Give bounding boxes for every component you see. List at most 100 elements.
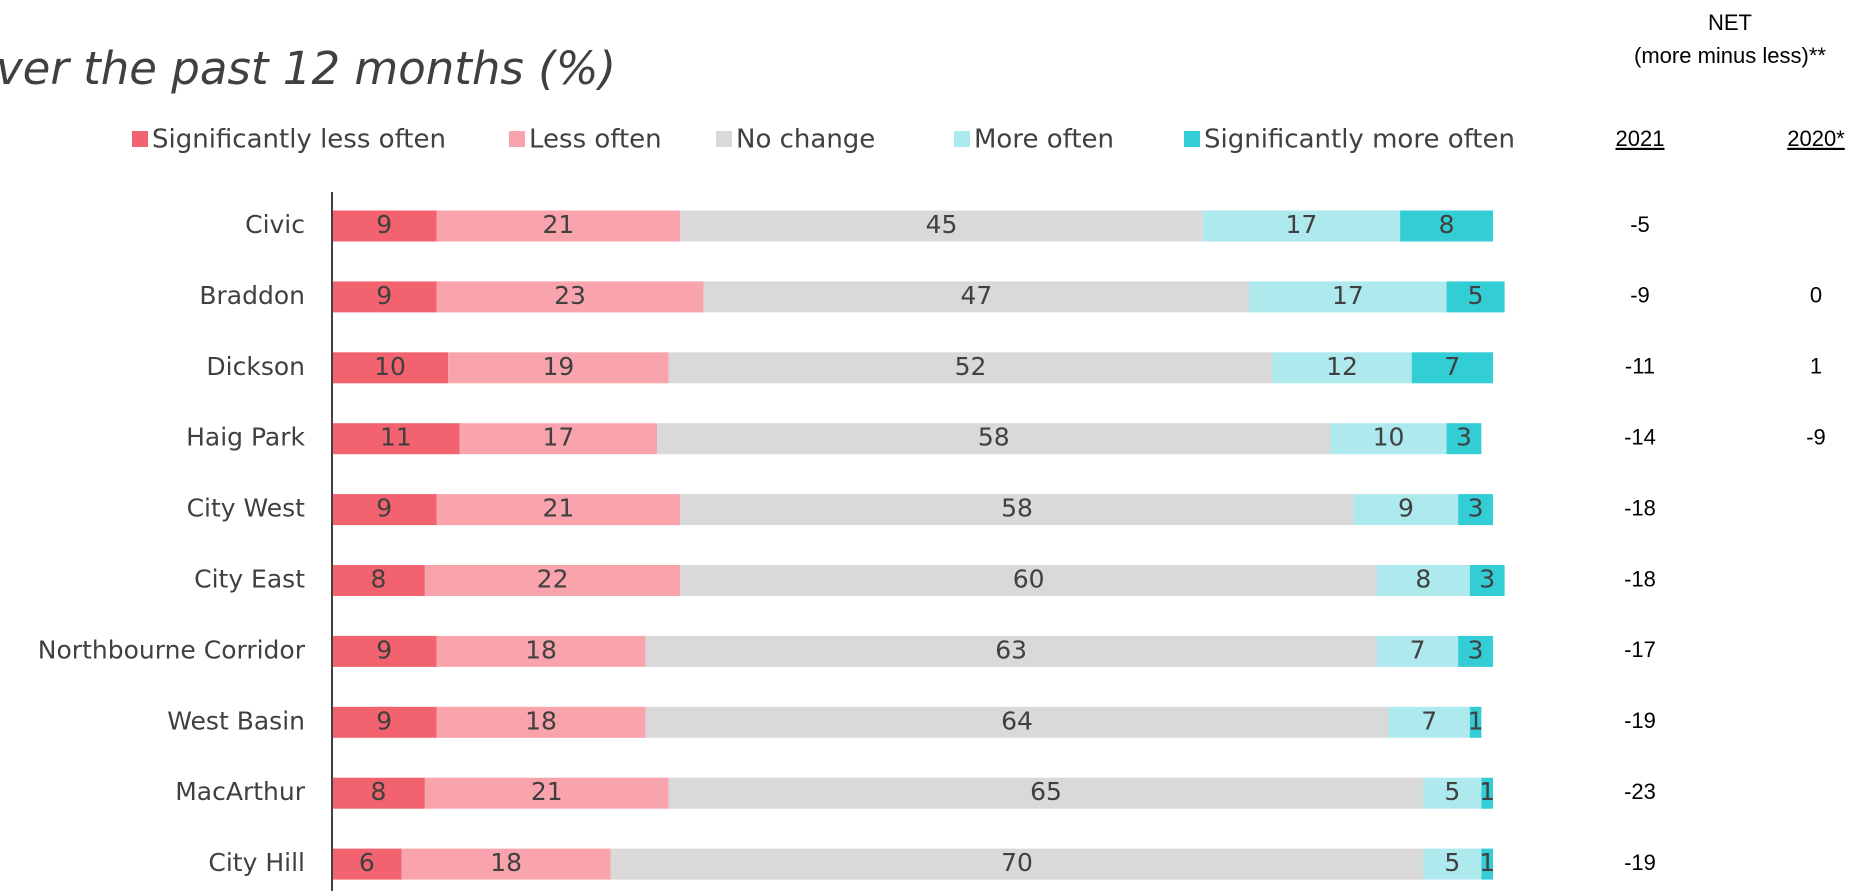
bar-segment xyxy=(645,706,1389,738)
bar-segment xyxy=(332,494,437,526)
net-value: -19 xyxy=(1624,850,1656,875)
bar-segment xyxy=(436,494,681,526)
category-label: City East xyxy=(194,565,305,594)
bar-segment xyxy=(332,210,437,242)
legend-swatch xyxy=(954,131,970,147)
net-value: 0 xyxy=(1810,283,1822,308)
bar-segment xyxy=(436,635,646,667)
bar-segment xyxy=(1249,281,1447,313)
category-label: MacArthur xyxy=(175,777,306,806)
bar-segment xyxy=(1423,777,1482,809)
bar-segment xyxy=(680,565,1377,596)
net-column-header: 2021 xyxy=(1616,126,1665,151)
data-label: 18 xyxy=(525,706,557,735)
data-label: 9 xyxy=(1398,494,1414,523)
bar-segment xyxy=(1400,210,1493,242)
data-label: 11 xyxy=(380,423,412,452)
bar-segment xyxy=(401,848,611,880)
bar-segment xyxy=(1469,706,1482,738)
data-label: 1 xyxy=(1468,706,1484,735)
legend-label: More often xyxy=(974,125,1114,155)
legend-label: No change xyxy=(736,125,875,155)
data-label: 47 xyxy=(960,281,992,310)
bar-segment xyxy=(645,635,1377,667)
bar-segment xyxy=(703,281,1250,313)
bar-segment xyxy=(1330,423,1447,455)
net-value: -17 xyxy=(1624,637,1656,662)
bar-segment xyxy=(680,494,1354,526)
data-label: 9 xyxy=(376,635,392,664)
data-label: 23 xyxy=(554,281,586,310)
net-title: NET xyxy=(1708,10,1752,35)
net-value: -5 xyxy=(1630,212,1650,237)
data-label: 9 xyxy=(376,210,392,239)
net-value: -23 xyxy=(1624,779,1656,804)
data-label: 22 xyxy=(537,565,569,594)
legend-label: Significantly less often xyxy=(152,125,446,155)
bar-segment xyxy=(1376,565,1470,596)
legend-swatch xyxy=(132,131,148,147)
bar-segment xyxy=(332,352,449,384)
bar-segment xyxy=(1353,494,1459,526)
data-label: 21 xyxy=(542,494,574,523)
data-label: 6 xyxy=(359,848,375,877)
data-label: 7 xyxy=(1421,706,1437,735)
bar-segment xyxy=(1423,848,1482,880)
data-label: 8 xyxy=(370,777,386,806)
data-label: 1 xyxy=(1479,848,1495,877)
bar-segment xyxy=(1458,494,1493,526)
data-label: 58 xyxy=(978,423,1010,452)
bar-segment xyxy=(668,352,1273,384)
category-label: Civic xyxy=(245,210,305,239)
bar-segment xyxy=(1446,281,1505,313)
chart-title: ver the past 12 months (%) xyxy=(0,42,616,95)
data-label: 18 xyxy=(490,848,522,877)
data-label: 8 xyxy=(1415,565,1431,594)
category-label: Braddon xyxy=(199,281,305,310)
category-label: Dickson xyxy=(206,352,305,381)
data-label: 5 xyxy=(1468,281,1484,310)
data-label: 17 xyxy=(542,423,574,452)
data-label: 58 xyxy=(1001,494,1033,523)
data-label: 9 xyxy=(376,706,392,735)
data-label: 9 xyxy=(376,494,392,523)
legend-swatch xyxy=(716,131,732,147)
net-value: -19 xyxy=(1624,708,1656,733)
bar-segment xyxy=(436,210,681,242)
net-value: -18 xyxy=(1624,495,1656,520)
net-column-header: 2020* xyxy=(1787,126,1845,151)
bar-segment xyxy=(332,777,425,809)
data-label: 65 xyxy=(1030,777,1062,806)
category-label: Haig Park xyxy=(186,423,305,452)
bar-segment xyxy=(332,281,437,313)
data-label: 9 xyxy=(376,281,392,310)
data-label: 63 xyxy=(995,635,1027,664)
bar-segment xyxy=(332,565,425,596)
bar-segment xyxy=(459,423,658,455)
data-label: 3 xyxy=(1456,423,1472,452)
data-label: 17 xyxy=(1332,281,1364,310)
net-value: -9 xyxy=(1806,425,1826,450)
data-label: 52 xyxy=(955,352,987,381)
data-label: 7 xyxy=(1410,635,1426,664)
data-label: 64 xyxy=(1001,706,1033,735)
category-label: City West xyxy=(187,494,306,523)
data-label: 18 xyxy=(525,635,557,664)
bar-segment xyxy=(436,281,704,313)
bar-segment xyxy=(1388,706,1470,738)
net-value: -14 xyxy=(1624,425,1656,450)
bar-segment xyxy=(1411,352,1493,384)
data-label: 5 xyxy=(1444,777,1460,806)
data-label: 21 xyxy=(542,210,574,239)
bar-segment xyxy=(1446,423,1482,455)
data-label: 45 xyxy=(926,210,958,239)
bar-segment xyxy=(1376,635,1459,667)
data-label: 19 xyxy=(542,352,574,381)
data-label: 10 xyxy=(1373,423,1405,452)
bar-segment xyxy=(332,848,402,880)
data-label: 70 xyxy=(1001,848,1033,877)
data-label: 3 xyxy=(1468,494,1484,523)
data-label: 1 xyxy=(1479,777,1495,806)
data-label: 21 xyxy=(531,777,563,806)
